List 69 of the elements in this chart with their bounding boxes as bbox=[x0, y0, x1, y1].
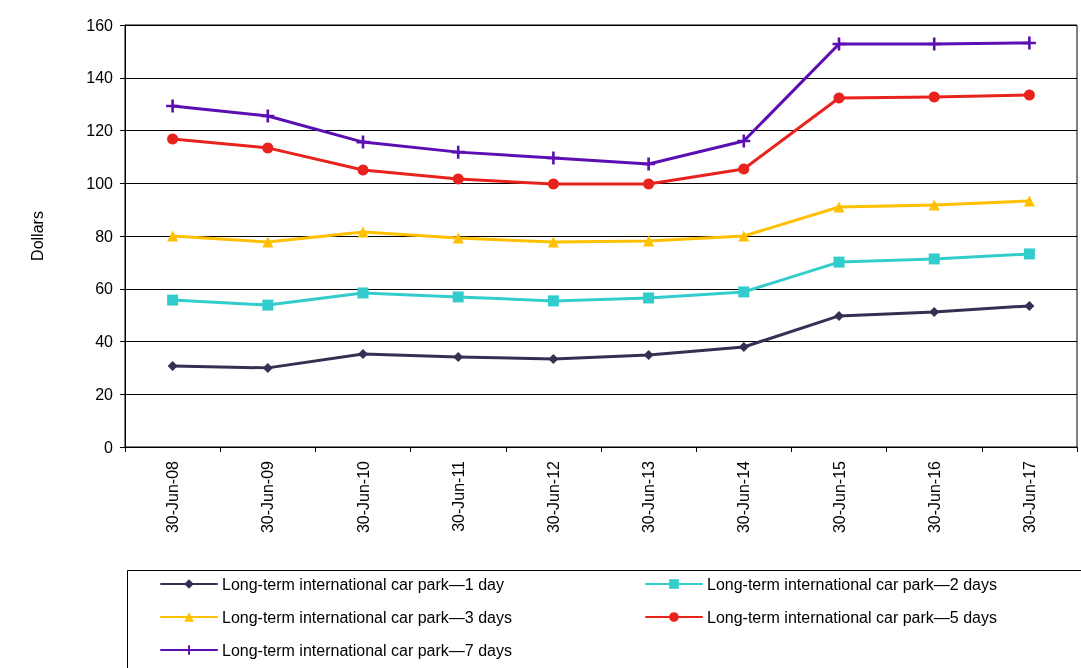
point bbox=[1022, 36, 1036, 50]
legend-label: Long-term international car park—1 day bbox=[222, 575, 504, 593]
legend-label: Long-term international car park—2 days bbox=[707, 575, 997, 593]
legend-label: Long-term international car park—3 days bbox=[222, 608, 512, 626]
legend-label: Long-term international car park—5 days bbox=[707, 608, 997, 626]
point bbox=[833, 201, 845, 213]
point bbox=[643, 178, 655, 190]
point bbox=[642, 157, 656, 171]
point bbox=[927, 37, 941, 51]
y-tick-label: 160 bbox=[86, 16, 114, 34]
point bbox=[738, 286, 750, 298]
x-tick-label: 30-Jun-16 bbox=[925, 460, 943, 534]
y-tick-label: 80 bbox=[95, 227, 114, 245]
point bbox=[643, 349, 654, 360]
x-tick-label: 30-Jun-10 bbox=[354, 460, 372, 534]
y-tick-label: 120 bbox=[86, 122, 114, 139]
point bbox=[928, 253, 940, 265]
y-tick-label: 60 bbox=[95, 280, 114, 298]
point bbox=[452, 291, 464, 303]
point bbox=[262, 236, 274, 248]
x-tick-label: 30-Jun-12 bbox=[544, 460, 562, 534]
point bbox=[1023, 195, 1035, 207]
point bbox=[167, 361, 178, 372]
point bbox=[166, 99, 180, 113]
point bbox=[1023, 248, 1035, 260]
point bbox=[451, 145, 465, 159]
point bbox=[737, 134, 751, 148]
x-tick-label: 30-Jun-17 bbox=[1020, 460, 1038, 534]
point bbox=[262, 299, 274, 311]
x-tick-label: 30-Jun-15 bbox=[830, 460, 848, 534]
y-tick-label: 40 bbox=[95, 333, 114, 350]
point bbox=[547, 295, 559, 307]
point bbox=[261, 109, 275, 123]
x-tick-label: 30-Jun-08 bbox=[164, 460, 182, 534]
y-tick-label: 140 bbox=[86, 69, 114, 87]
point bbox=[548, 353, 559, 364]
point bbox=[452, 173, 464, 185]
point bbox=[357, 164, 369, 176]
point bbox=[167, 133, 179, 145]
point bbox=[452, 232, 464, 244]
y-tick-label: 20 bbox=[95, 385, 114, 403]
point bbox=[262, 142, 274, 154]
point bbox=[738, 230, 750, 242]
x-tick-label: 30-Jun-13 bbox=[640, 460, 658, 534]
point bbox=[643, 292, 655, 304]
point bbox=[357, 226, 369, 238]
y-tick-label: 0 bbox=[104, 438, 114, 456]
legend-label: Long-term international car park—7 days bbox=[222, 641, 512, 659]
point bbox=[643, 235, 655, 247]
point bbox=[167, 230, 179, 242]
point bbox=[834, 310, 844, 321]
point bbox=[1024, 300, 1035, 311]
point bbox=[1023, 89, 1035, 101]
point bbox=[738, 163, 750, 175]
point bbox=[547, 236, 559, 248]
point bbox=[546, 151, 560, 165]
point bbox=[357, 287, 369, 299]
x-tick-label: 30-Jun-14 bbox=[735, 460, 753, 534]
point bbox=[547, 178, 559, 190]
point bbox=[928, 199, 940, 211]
point bbox=[928, 91, 940, 103]
point bbox=[167, 294, 179, 306]
y-tick-label: 100 bbox=[86, 174, 114, 192]
point bbox=[833, 92, 845, 104]
point bbox=[358, 348, 368, 359]
x-tick-label: 30-Jun-11 bbox=[449, 460, 467, 532]
y-axis-title: Dollars bbox=[28, 211, 46, 261]
x-tick-label: 30-Jun-09 bbox=[259, 460, 277, 534]
point bbox=[833, 256, 845, 268]
